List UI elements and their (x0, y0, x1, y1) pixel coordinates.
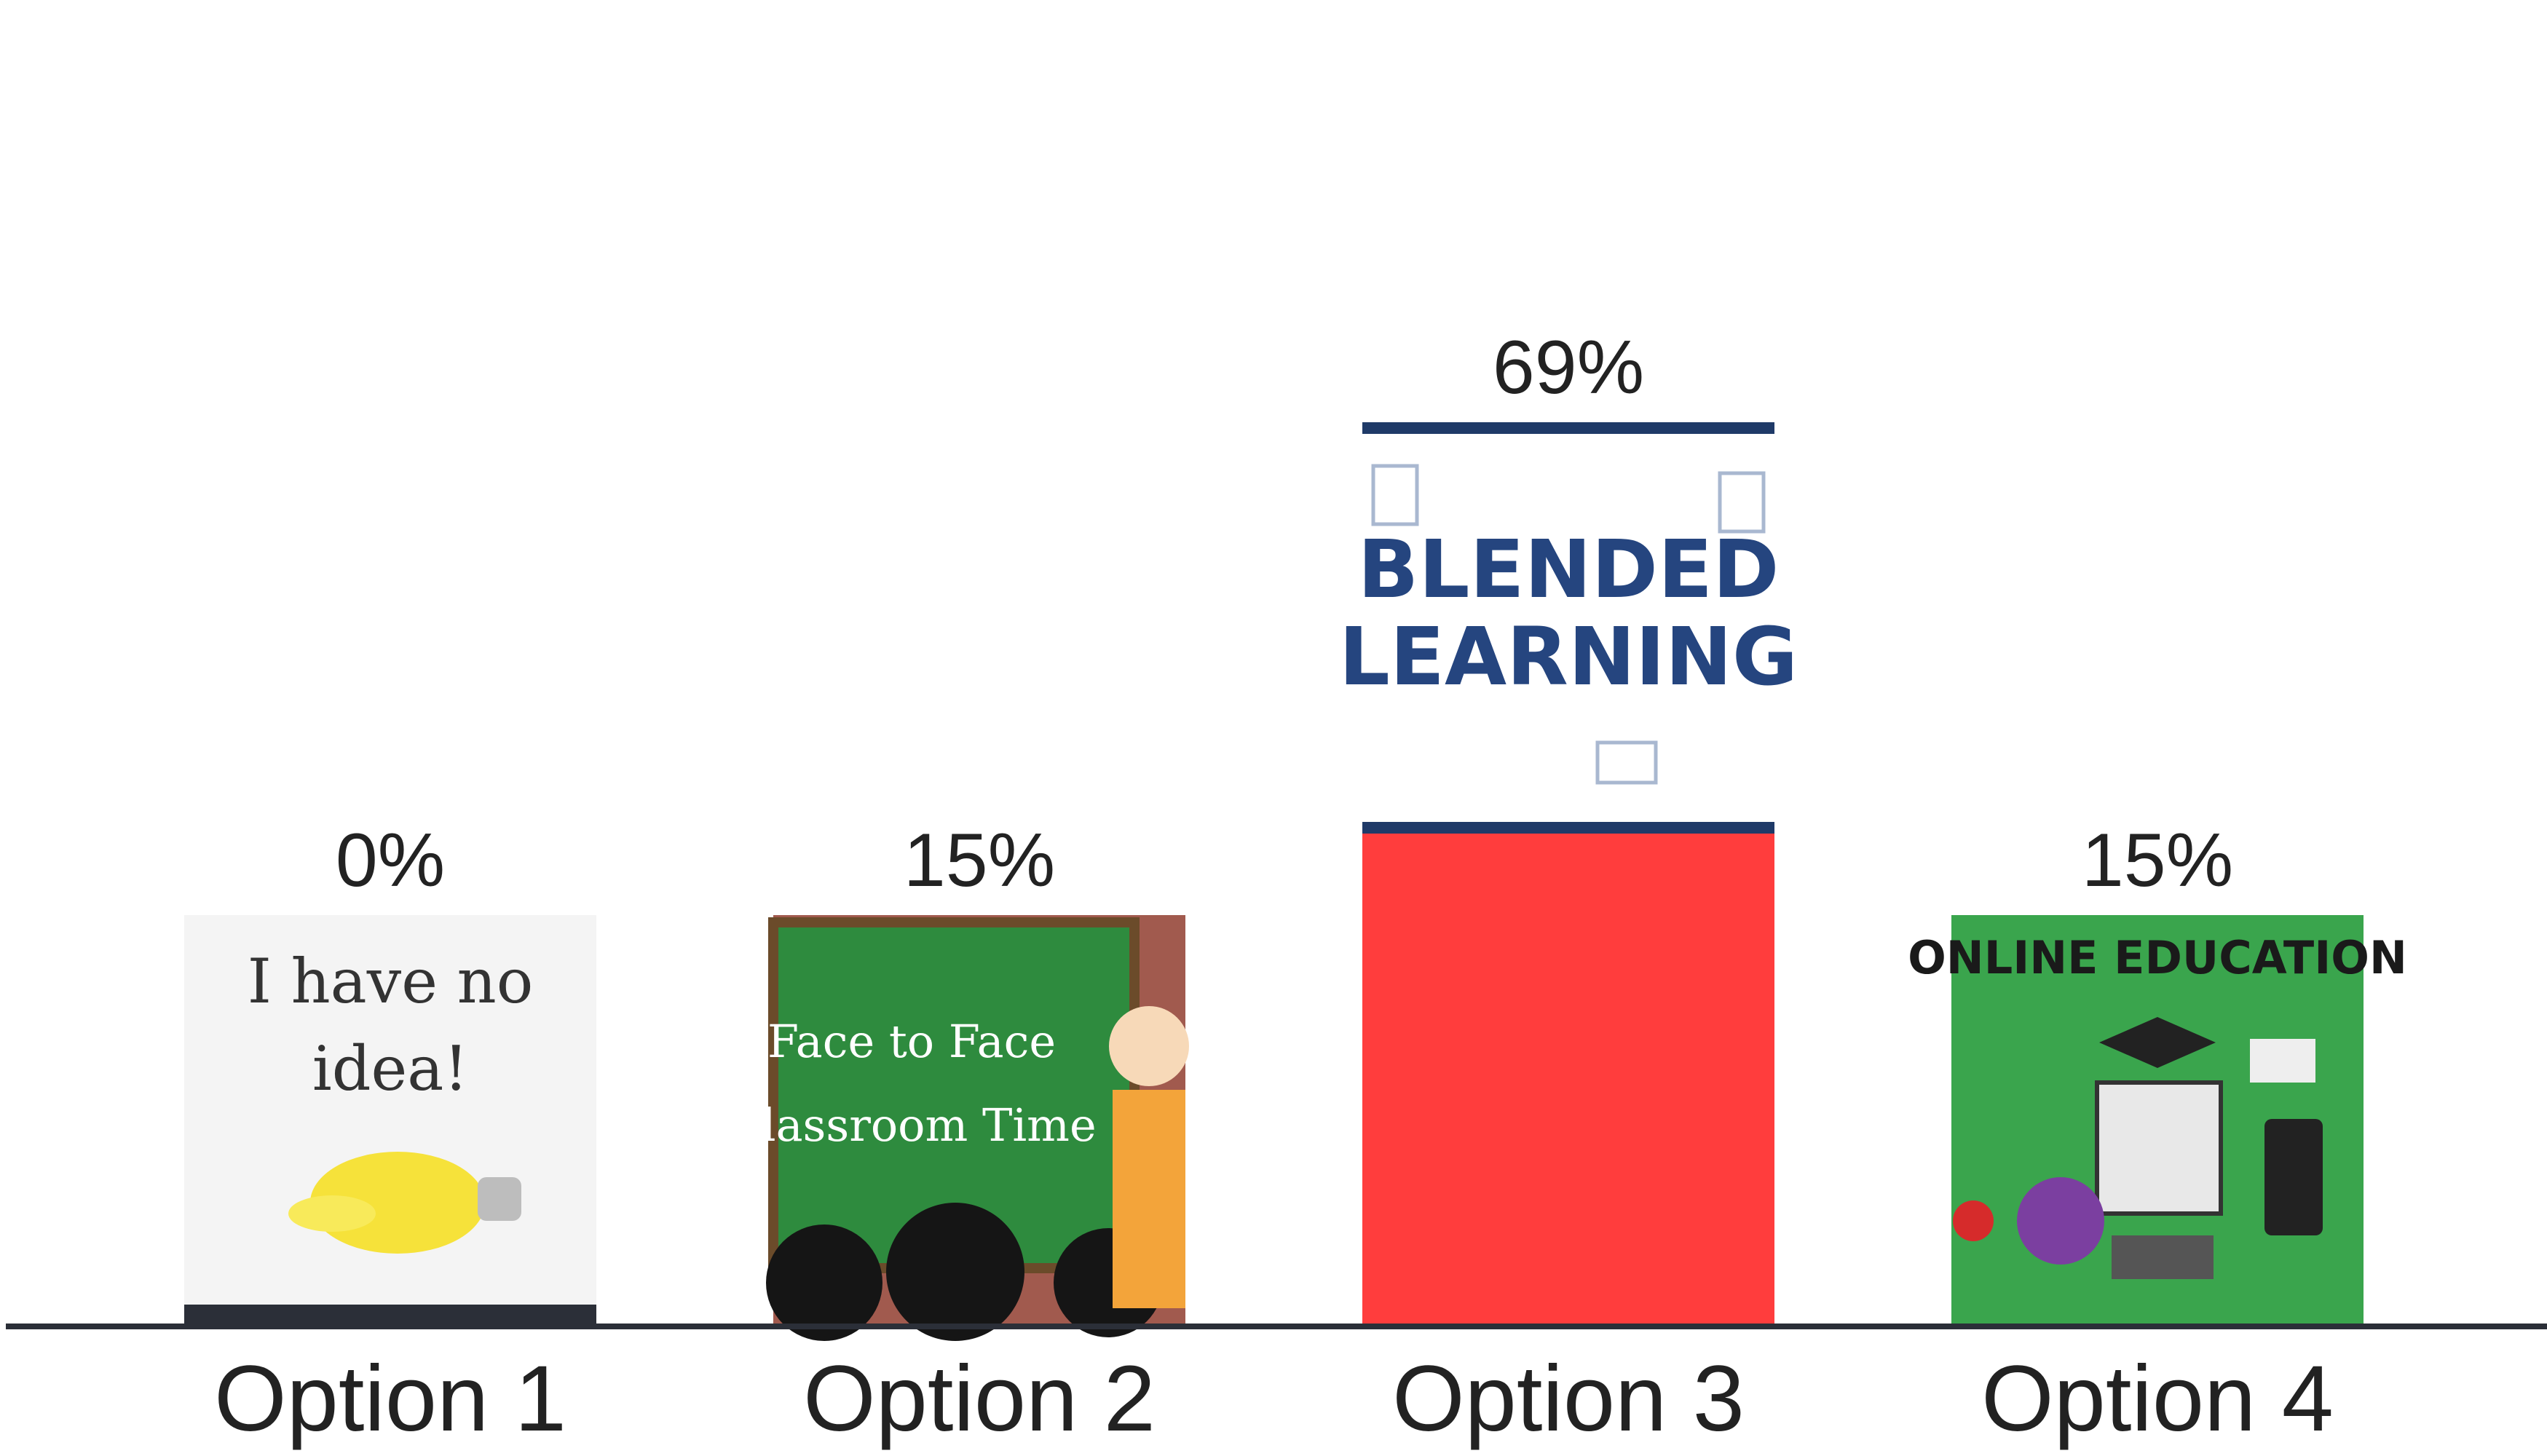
bar-images-group: I have no idea! Face to Face Classroom Time… (184, 422, 2407, 1341)
online-education-image: ONLINE EDUCATION (1908, 915, 2407, 1326)
svg-text:ONLINE EDUCATION: ONLINE EDUCATION (1908, 931, 2407, 984)
data-labels-group: 0% 15% 69% 15% (336, 325, 2233, 903)
svg-text:idea!: idea! (312, 1033, 468, 1104)
svg-text:I have no: I have no (248, 946, 534, 1017)
data-label-option-4: 15% (2082, 818, 2233, 903)
data-label-option-3: 69% (1493, 325, 1644, 410)
category-labels-group: Option 1 Option 2 Option 3 Option 4 (214, 1347, 2334, 1451)
category-label-option-3: Option 3 (1392, 1347, 1745, 1451)
svg-text:Face to Face: Face to Face (767, 1015, 1056, 1068)
svg-text:BLENDED: BLENDED (1358, 523, 1780, 616)
data-label-option-2: 15% (904, 818, 1055, 903)
svg-text:Classroom Time: Classroom Time (727, 1099, 1096, 1152)
category-label-option-4: Option 4 (1981, 1347, 2334, 1451)
svg-text:LEARNING: LEARNING (1339, 610, 1798, 703)
category-label-option-2: Option 2 (803, 1347, 1156, 1451)
face-to-face-classroom-image: Face to Face Classroom Time (727, 915, 1189, 1341)
data-label-option-1: 0% (336, 818, 445, 903)
broken-lightbulb-idea-image: I have no idea! (184, 915, 596, 1326)
category-label-option-1: Option 1 (214, 1347, 566, 1451)
